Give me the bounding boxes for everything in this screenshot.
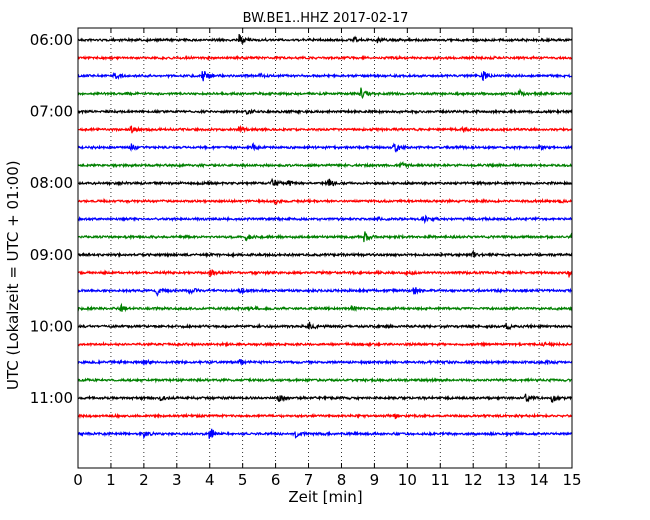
grid-layer bbox=[110, 28, 540, 468]
x-tick-label: 13 bbox=[497, 471, 516, 489]
chart-title: BW.BE1..HHZ 2017-02-17 bbox=[242, 11, 409, 26]
trace-line bbox=[77, 124, 573, 134]
trace-line bbox=[77, 302, 573, 313]
axis-layer: 0 1 2 3 4 5 6 7 8 9 10 11 12 13 14 1506:0007:0008:0009:… bbox=[30, 27, 582, 489]
x-tick-label: 10 bbox=[398, 471, 417, 489]
x-tick-label: 11 bbox=[431, 471, 450, 489]
trace-line bbox=[77, 33, 573, 44]
x-tick-label: 5 bbox=[238, 471, 248, 489]
trace-line bbox=[77, 340, 573, 348]
trace-line bbox=[77, 214, 573, 225]
y-axis-label: UTC (Lokalzeit = UTC + 01:00) bbox=[4, 160, 22, 390]
y-tick-label: 09:00 bbox=[30, 246, 73, 264]
trace-line bbox=[77, 268, 573, 278]
trace-line bbox=[77, 108, 573, 116]
x-tick-label: 3 bbox=[172, 471, 182, 489]
trace-line bbox=[77, 231, 573, 243]
trace-line bbox=[77, 376, 573, 384]
plot-frame bbox=[77, 27, 573, 469]
y-axis-label-box: UTC (Lokalzeit = UTC + 01:00) bbox=[2, 160, 22, 390]
trace-line bbox=[77, 71, 573, 82]
trace-line bbox=[77, 287, 573, 297]
x-tick-label: 12 bbox=[464, 471, 483, 489]
y-tick-label: 10:00 bbox=[30, 317, 73, 335]
x-tick-label: 14 bbox=[530, 471, 549, 489]
x-tick-label: 15 bbox=[562, 471, 581, 489]
trace-line bbox=[77, 393, 573, 403]
trace-line bbox=[77, 161, 573, 169]
x-tick-label: 0 bbox=[73, 471, 83, 489]
trace-line bbox=[77, 142, 573, 153]
x-tick-label: 9 bbox=[370, 471, 380, 489]
y-tick-label: 07:00 bbox=[30, 103, 73, 121]
trace-line bbox=[77, 428, 573, 440]
trace-line bbox=[77, 249, 573, 259]
trace-line bbox=[77, 358, 573, 367]
x-tick-label: 8 bbox=[337, 471, 347, 489]
trace-line bbox=[77, 197, 573, 206]
trace-layer bbox=[77, 33, 573, 440]
y-tick-label: 06:00 bbox=[30, 31, 73, 49]
trace-line bbox=[77, 321, 573, 331]
y-tick-label: 08:00 bbox=[30, 174, 73, 192]
trace-line bbox=[77, 54, 573, 61]
x-tick-label: 4 bbox=[205, 471, 215, 489]
x-tick-label: 1 bbox=[106, 471, 116, 489]
x-tick-label: 2 bbox=[139, 471, 149, 489]
x-tick-label: 7 bbox=[304, 471, 314, 489]
y-tick-label: 11:00 bbox=[30, 389, 73, 407]
x-axis-label: Zeit [min] bbox=[288, 488, 363, 506]
trace-line bbox=[77, 412, 573, 420]
x-tick-label: 6 bbox=[271, 471, 281, 489]
trace-line bbox=[77, 177, 573, 187]
trace-line bbox=[77, 87, 573, 100]
